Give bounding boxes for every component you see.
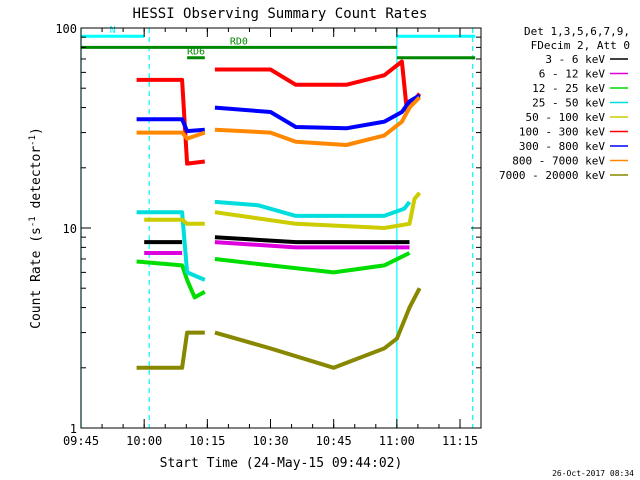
x-axis-ticks: 09:45 10:00 10:15 10:30 10:45 11:00 11:15: [63, 28, 478, 448]
series-line-7-0: [136, 130, 206, 141]
x-tick-label-0: 09:45: [63, 434, 99, 448]
series-line-5-1: [214, 59, 422, 114]
series-line-2-0: [136, 259, 206, 300]
series-line-2-1: [214, 251, 411, 275]
y-axis-label: Count Rate (s-1 detector-1): [28, 127, 44, 329]
legend-label-6: 300 - 800 keV: [519, 140, 605, 153]
legend-label-8: 7000 - 20000 keV: [499, 169, 605, 182]
x-tick-label-5: 11:00: [379, 434, 415, 448]
series-line-6-1: [214, 93, 421, 131]
series-line-8-0: [136, 330, 205, 370]
legend-header-line-2: FDecim 2, Att 0: [531, 39, 630, 52]
y-tick-label-2: 100: [55, 22, 77, 36]
x-tick-label-6: 11:15: [442, 434, 478, 448]
y-tick-label-0: 1: [70, 422, 77, 436]
series-line-5-0: [136, 77, 206, 166]
y-tick-label-1: 10: [63, 222, 77, 236]
x-tick-label-3: 10:30: [252, 434, 288, 448]
attenuator-bar-label-3: RD6: [187, 47, 205, 58]
y-axis-ticks: 1 10 100: [55, 22, 481, 436]
series-line-1-1: [214, 240, 410, 250]
series-line-4-0: [144, 217, 205, 226]
legend-label-0: 3 - 6 keV: [545, 53, 605, 66]
legend-header-line-1: Det 1,3,5,6,7,9,: [524, 25, 630, 38]
x-tick-label-2: 10:15: [189, 434, 225, 448]
series-line-8-1: [214, 287, 422, 370]
legend-header: Det 1,3,5,6,7,9, FDecim 2, Att 0: [524, 25, 630, 52]
attenuator-bar-label-2: RD0: [230, 36, 248, 47]
attenuator-bars: N RD0 RD6: [81, 25, 476, 60]
legend-label-2: 12 - 25 keV: [532, 82, 605, 95]
x-tick-label-4: 10:45: [316, 434, 352, 448]
x-tick-label-1: 10:00: [126, 434, 162, 448]
series-line-7-1: [214, 95, 422, 147]
footer-timestamp: 26-Oct-2017 08:34: [552, 469, 634, 478]
legend-label-5: 100 - 300 keV: [519, 126, 605, 139]
series-line-4-1: [214, 191, 422, 230]
legend-label-4: 50 - 100 keV: [526, 111, 606, 124]
data-series: [136, 59, 422, 370]
x-axis-label: Start Time (24-May-15 09:44:02): [160, 456, 403, 471]
series-line-3-0: [136, 210, 206, 282]
series-line-3-1: [214, 199, 412, 218]
legend-label-1: 6 - 12 keV: [539, 68, 606, 81]
series-line-6-0: [136, 117, 205, 134]
attenuator-bar-label-0: N: [110, 25, 116, 36]
legend-label-7: 800 - 7000 keV: [512, 155, 605, 168]
chart-title: HESSI Observing Summary Count Rates: [132, 6, 427, 22]
legend-label-3: 25 - 50 keV: [532, 97, 605, 110]
series-line-0-1: [214, 235, 410, 245]
